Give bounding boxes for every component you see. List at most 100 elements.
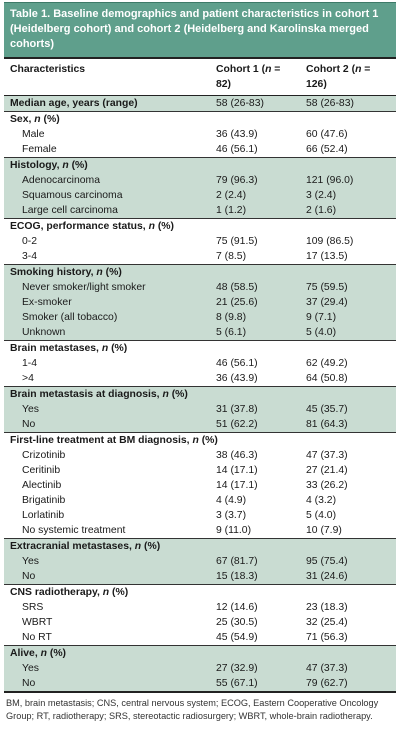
table-row: No 55 (67.1) 79 (62.7) bbox=[4, 676, 396, 693]
cohort-1-value: 14 (17.1) bbox=[210, 478, 300, 493]
cohort-1-value: 31 (37.8) bbox=[210, 402, 300, 417]
row-label: Ceritinib bbox=[4, 463, 210, 478]
column-header: Cohort 1 (n = 82) bbox=[210, 57, 300, 96]
row-label: Smoker (all tobacco) bbox=[4, 310, 210, 325]
cohort-1-value: 8 (9.8) bbox=[210, 310, 300, 325]
cohort-2-value: 45 (35.7) bbox=[300, 402, 396, 417]
cohort-2-value: 9 (7.1) bbox=[300, 310, 396, 325]
cohort-2-value: 37 (29.4) bbox=[300, 295, 396, 310]
table-row: Never smoker/light smoker 48 (58.5) 75 (59… bbox=[4, 280, 396, 295]
table-row: Yes 67 (81.7) 95 (75.4) bbox=[4, 554, 396, 569]
table-row: Female 46 (56.1) 66 (52.4) bbox=[4, 142, 396, 158]
cohort-2-value: 32 (25.4) bbox=[300, 615, 396, 630]
cohort-1-value: 55 (67.1) bbox=[210, 676, 300, 693]
cohort-1-value: 12 (14.6) bbox=[210, 600, 300, 615]
cohort-1-value: 48 (58.5) bbox=[210, 280, 300, 295]
section-header: Brain metastases, n (%) bbox=[4, 340, 396, 356]
section-header: Sex, n (%) bbox=[4, 111, 396, 127]
cohort-1-value: 45 (54.9) bbox=[210, 630, 300, 646]
table-row: Yes 27 (32.9) 47 (37.3) bbox=[4, 661, 396, 676]
table-row: No 51 (62.2) 81 (64.3) bbox=[4, 417, 396, 433]
table-row: >4 36 (43.9) 64 (50.8) bbox=[4, 371, 396, 387]
row-label: No bbox=[4, 676, 210, 693]
section-header-row: Alive, n (%) bbox=[4, 645, 396, 661]
row-label: Large cell carcinoma bbox=[4, 203, 210, 219]
cohort-2-value: 27 (21.4) bbox=[300, 463, 396, 478]
cohort-1-value: 36 (43.9) bbox=[210, 371, 300, 387]
row-label: Lorlatinib bbox=[4, 508, 210, 523]
table-row: Unknown 5 (6.1) 5 (4.0) bbox=[4, 325, 396, 341]
table-row: Yes 31 (37.8) 45 (35.7) bbox=[4, 402, 396, 417]
row-label: WBRT bbox=[4, 615, 210, 630]
cohort-1-value: 9 (11.0) bbox=[210, 523, 300, 539]
table-row: Squamous carcinoma 2 (2.4) 3 (2.4) bbox=[4, 188, 396, 203]
row-label: Unknown bbox=[4, 325, 210, 341]
row-label: No bbox=[4, 569, 210, 585]
row-label: SRS bbox=[4, 600, 210, 615]
row-label: Female bbox=[4, 142, 210, 158]
table-row: 3-4 7 (8.5) 17 (13.5) bbox=[4, 249, 396, 265]
row-label: Yes bbox=[4, 554, 210, 569]
section-header-row: ECOG, performance status, n (%) bbox=[4, 218, 396, 234]
cohort-1-value: 4 (4.9) bbox=[210, 493, 300, 508]
row-label: Squamous carcinoma bbox=[4, 188, 210, 203]
table-row: No RT 45 (54.9) 71 (56.3) bbox=[4, 630, 396, 646]
table-row: 1-4 46 (56.1) 62 (49.2) bbox=[4, 356, 396, 371]
cohort-2-value: 60 (47.6) bbox=[300, 127, 396, 142]
cohort-2-value: 95 (75.4) bbox=[300, 554, 396, 569]
cohort-2-value: 47 (37.3) bbox=[300, 448, 396, 463]
row-label: Adenocarcinoma bbox=[4, 173, 210, 188]
cohort-1-value: 2 (2.4) bbox=[210, 188, 300, 203]
row-label: Never smoker/light smoker bbox=[4, 280, 210, 295]
row-label: No RT bbox=[4, 630, 210, 646]
row-label: Brigatinib bbox=[4, 493, 210, 508]
cohort-2-value: 17 (13.5) bbox=[300, 249, 396, 265]
table-row: Crizotinib 38 (46.3) 47 (37.3) bbox=[4, 448, 396, 463]
section-header-row: Histology, n (%) bbox=[4, 157, 396, 173]
table-row: Adenocarcinoma 79 (96.3) 121 (96.0) bbox=[4, 173, 396, 188]
table-container: Table 1. Baseline demographics and patie… bbox=[4, 2, 396, 723]
row-label: 3-4 bbox=[4, 249, 210, 265]
table-row: Ceritinib 14 (17.1) 27 (21.4) bbox=[4, 463, 396, 478]
section-header-row: First-line treatment at BM diagnosis, n … bbox=[4, 432, 396, 448]
section-header: CNS radiotherapy, n (%) bbox=[4, 584, 396, 600]
column-header: Characteristics bbox=[4, 57, 210, 96]
table-row: No systemic treatment 9 (11.0) 10 (7.9) bbox=[4, 523, 396, 539]
cohort-1-value: 79 (96.3) bbox=[210, 173, 300, 188]
cohort-2-value: 5 (4.0) bbox=[300, 508, 396, 523]
row-label: 1-4 bbox=[4, 356, 210, 371]
cohort-1-value: 25 (30.5) bbox=[210, 615, 300, 630]
cohort-2-value: 10 (7.9) bbox=[300, 523, 396, 539]
section-header-row: Brain metastases, n (%) bbox=[4, 340, 396, 356]
section-header: Extracranial metastases, n (%) bbox=[4, 538, 396, 554]
cohort-1-value: 51 (62.2) bbox=[210, 417, 300, 433]
cohort-1-value: 38 (46.3) bbox=[210, 448, 300, 463]
row-label: Yes bbox=[4, 661, 210, 676]
cohort-2-value: 5 (4.0) bbox=[300, 325, 396, 341]
section-header: ECOG, performance status, n (%) bbox=[4, 218, 396, 234]
cohort-1-value: 46 (56.1) bbox=[210, 356, 300, 371]
table-row: Large cell carcinoma 1 (1.2) 2 (1.6) bbox=[4, 203, 396, 219]
cohort-2-value: 33 (26.2) bbox=[300, 478, 396, 493]
cohort-1-value: 3 (3.7) bbox=[210, 508, 300, 523]
table-row: 0-2 75 (91.5) 109 (86.5) bbox=[4, 234, 396, 249]
cohort-1-value: 7 (8.5) bbox=[210, 249, 300, 265]
row-label: Yes bbox=[4, 402, 210, 417]
section-header-row: Smoking history, n (%) bbox=[4, 264, 396, 280]
row-label: No bbox=[4, 417, 210, 433]
table-header-row: Characteristics Cohort 1 (n = 82) Cohort… bbox=[4, 57, 396, 96]
row-label: 0-2 bbox=[4, 234, 210, 249]
table-row: Male 36 (43.9) 60 (47.6) bbox=[4, 127, 396, 142]
section-header-row: Sex, n (%) bbox=[4, 111, 396, 127]
cohort-2-value: 75 (59.5) bbox=[300, 280, 396, 295]
row-label: Ex-smoker bbox=[4, 295, 210, 310]
cohort-2-value: 66 (52.4) bbox=[300, 142, 396, 158]
cohort-1-value: 14 (17.1) bbox=[210, 463, 300, 478]
column-header: Cohort 2 (n = 126) bbox=[300, 57, 396, 96]
cohort-2-value: 2 (1.6) bbox=[300, 203, 396, 219]
section-header-value: 58 (26-83) bbox=[300, 95, 396, 112]
cohort-1-value: 5 (6.1) bbox=[210, 325, 300, 341]
cohort-2-value: 47 (37.3) bbox=[300, 661, 396, 676]
demographics-table: Characteristics Cohort 1 (n = 82) Cohort… bbox=[4, 57, 396, 693]
table-row: Brigatinib 4 (4.9) 4 (3.2) bbox=[4, 493, 396, 508]
